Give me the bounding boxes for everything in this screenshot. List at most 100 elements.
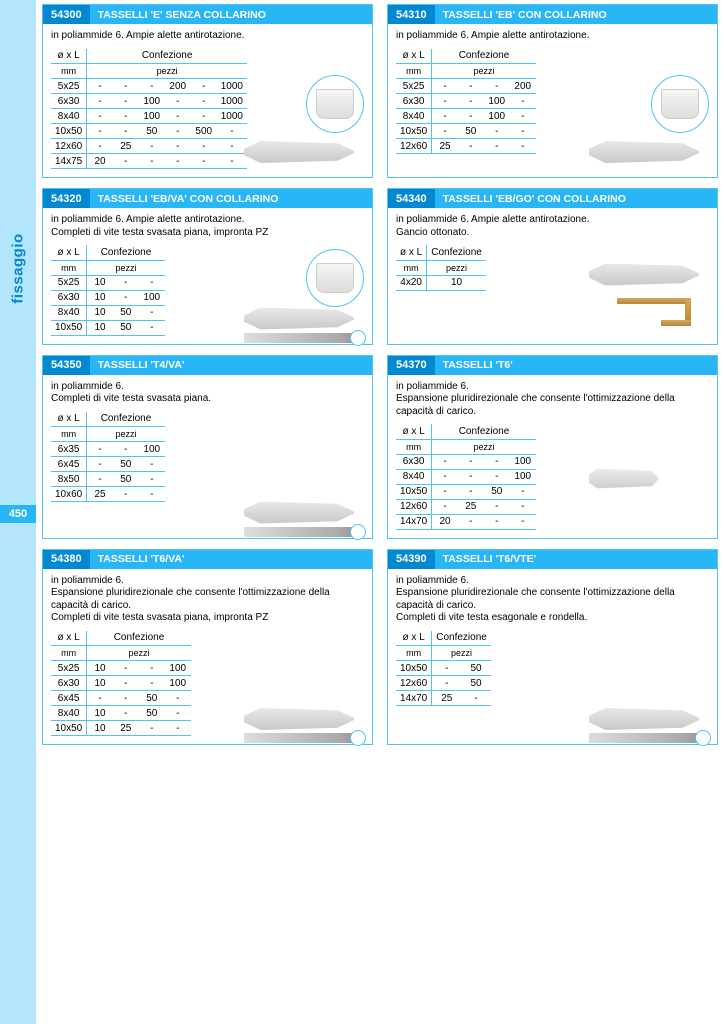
product-code: 54340 xyxy=(388,189,435,208)
card-header: 54370TASSELLI 'T6' xyxy=(388,356,717,375)
cell-qty: 50 xyxy=(113,320,139,335)
cell-qty: - xyxy=(165,721,191,736)
cell-qty: - xyxy=(139,661,165,676)
cell-qty: - xyxy=(458,454,484,469)
table-row: 8x401050- xyxy=(51,305,165,320)
product-title: TASSELLI 'T6' xyxy=(435,359,521,371)
table-row: 10x50-50-- xyxy=(396,124,536,139)
cell-qty: - xyxy=(458,514,484,529)
cell-qty: - xyxy=(113,676,139,691)
cell-qty: - xyxy=(432,484,458,499)
cell-qty: - xyxy=(484,469,510,484)
cell-qty: - xyxy=(510,484,536,499)
cell-qty: - xyxy=(432,676,462,691)
cell-size: 5x25 xyxy=(396,79,432,94)
cell-qty: - xyxy=(113,275,139,290)
product-title: TASSELLI 'EB/VA' CON COLLARINO xyxy=(90,193,287,205)
table-row: 14x7025- xyxy=(396,691,491,706)
table-row: 10x50-50 xyxy=(396,661,491,676)
product-description: in poliammide 6.Espansione pluridirezion… xyxy=(396,381,709,419)
cell-size: 5x25 xyxy=(51,79,87,94)
col-size: ø x L xyxy=(51,245,87,260)
cell-qty: - xyxy=(113,79,139,94)
cell-qty: 20 xyxy=(432,514,458,529)
cell-size: 8x40 xyxy=(51,109,87,124)
col-size-unit: mm xyxy=(51,646,87,661)
anchor-plug-icon xyxy=(244,141,364,171)
cell-size: 8x50 xyxy=(51,472,87,487)
cell-qty: - xyxy=(113,290,139,305)
hook-icon xyxy=(617,294,707,334)
category-label: fissaggio xyxy=(10,233,27,303)
cell-qty: 50 xyxy=(461,676,491,691)
cell-qty: 50 xyxy=(458,124,484,139)
cell-qty: - xyxy=(432,469,458,484)
product-description: in poliammide 6. Ampie alette antirotazi… xyxy=(396,214,709,239)
cell-qty: 10 xyxy=(87,721,113,736)
cell-qty: - xyxy=(510,124,536,139)
cell-qty: - xyxy=(458,109,484,124)
cell-qty: - xyxy=(484,514,510,529)
cell-qty: 25 xyxy=(432,139,458,154)
cell-qty: - xyxy=(139,472,165,487)
cell-qty: 100 xyxy=(165,661,191,676)
col-size: ø x L xyxy=(396,424,432,439)
cell-qty: 10 xyxy=(87,320,113,335)
product-description: in poliammide 6.Completi di vite testa s… xyxy=(51,381,364,406)
cell-qty: 10 xyxy=(87,706,113,721)
col-size: ø x L xyxy=(51,412,87,427)
cell-size: 14x75 xyxy=(51,154,87,169)
cell-qty: - xyxy=(139,305,165,320)
product-card: 54380TASSELLI 'T6/VA' in poliammide 6.Esp… xyxy=(42,549,373,746)
table-row: 12x6025--- xyxy=(396,139,536,154)
table-row: 6x45--50- xyxy=(51,691,191,706)
page-number: 450 xyxy=(0,505,36,523)
card-header: 54380TASSELLI 'T6/VA' xyxy=(43,550,372,569)
cell-size: 5x25 xyxy=(51,275,87,290)
cell-qty: - xyxy=(113,442,139,457)
spec-table: ø x LConfezionemmpezzi6x35--1006x45-50-8… xyxy=(51,412,165,503)
col-size-unit: mm xyxy=(396,64,432,79)
cell-qty: - xyxy=(484,79,510,94)
product-description: in poliammide 6.Espansione pluridirezion… xyxy=(51,575,364,625)
anchor-plug-icon xyxy=(589,708,709,738)
cell-qty: 200 xyxy=(165,79,191,94)
table-row: 8x40---100 xyxy=(396,469,536,484)
table-row: 10x501050- xyxy=(51,320,165,335)
table-row: 6x35--100 xyxy=(51,442,165,457)
cell-qty: - xyxy=(87,94,113,109)
product-card: 54340TASSELLI 'EB/GO' CON COLLARINO in po… xyxy=(387,188,718,345)
detail-circle-icon xyxy=(306,249,364,307)
cell-qty: 100 xyxy=(510,469,536,484)
cell-qty: - xyxy=(484,124,510,139)
cell-qty: 20 xyxy=(87,154,113,169)
cell-qty: - xyxy=(432,661,462,676)
cell-qty: - xyxy=(217,154,247,169)
cell-qty: - xyxy=(165,109,191,124)
cell-qty: - xyxy=(165,139,191,154)
cell-qty: - xyxy=(191,79,217,94)
cell-qty: - xyxy=(461,691,491,706)
cell-size: 10x50 xyxy=(51,721,87,736)
page: fissaggio 450 54300TASSELLI 'E' SENZA CO… xyxy=(0,0,724,1024)
cell-qty: 1000 xyxy=(217,94,247,109)
spec-table: ø x LConfezionemmpezzi4x2010 xyxy=(396,245,486,291)
col-pack: Confezione xyxy=(427,245,486,260)
product-grid: 54300TASSELLI 'E' SENZA COLLARINOin poli… xyxy=(42,4,718,745)
product-title: TASSELLI 'T6/VTE' xyxy=(435,553,544,565)
cell-qty: - xyxy=(510,514,536,529)
spec-table: ø x LConfezionemmpezzi5x2510--1006x3010-… xyxy=(51,631,191,737)
table-row: 5x25---200-1000 xyxy=(51,79,247,94)
sidebar: fissaggio 450 xyxy=(0,0,36,1024)
cell-qty: - xyxy=(113,94,139,109)
table-row: 6x30--100--1000 xyxy=(51,94,247,109)
cell-qty: - xyxy=(432,109,458,124)
col-size: ø x L xyxy=(51,49,87,64)
card-header: 54340TASSELLI 'EB/GO' CON COLLARINO xyxy=(388,189,717,208)
cell-size: 10x50 xyxy=(51,320,87,335)
cell-qty: - xyxy=(113,661,139,676)
cell-qty: - xyxy=(139,721,165,736)
cell-qty: 50 xyxy=(113,472,139,487)
col-size: ø x L xyxy=(396,245,427,260)
col-size: ø x L xyxy=(396,631,432,646)
